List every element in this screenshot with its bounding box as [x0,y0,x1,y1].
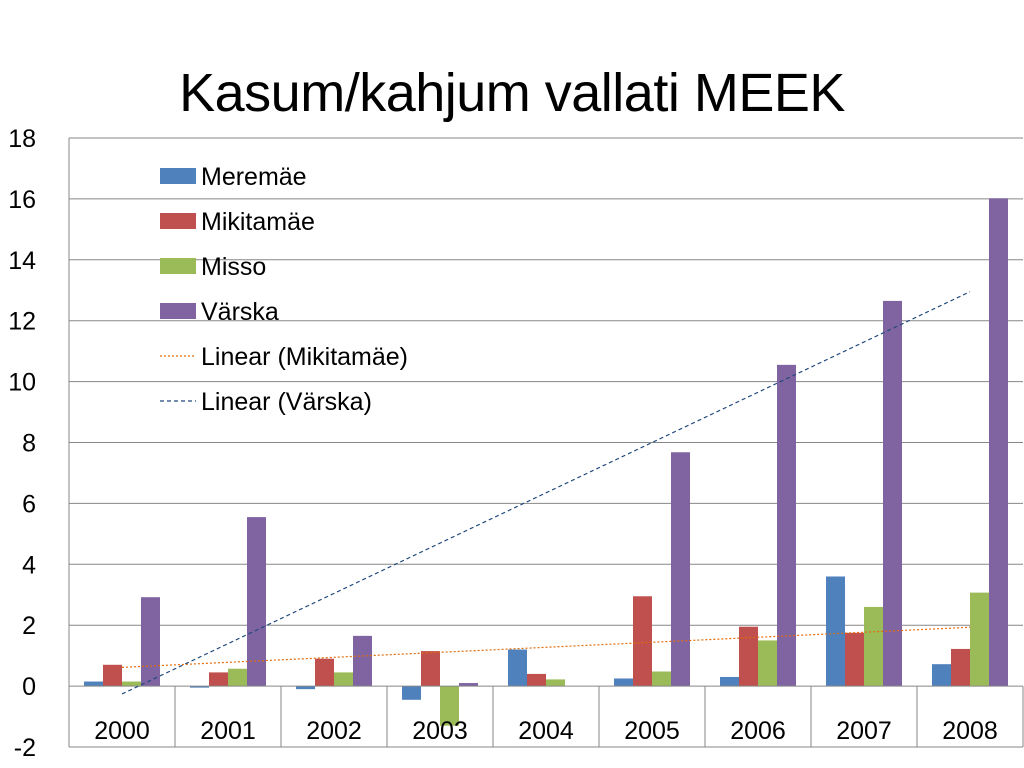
legend-swatch-mikitamäe [160,213,196,229]
bar-misso-2002 [334,672,353,687]
gridlines [69,137,1023,748]
bar-misso-2004 [546,679,565,687]
x-tick-label-2004: 2004 [518,717,574,745]
bar-misso-2003 [440,686,459,726]
legend-label-värska: Värska [201,298,279,326]
bar-mikitamäe-2003 [421,651,440,687]
bar-misso-2000 [122,681,141,687]
bar-meremäe-2008 [932,664,951,687]
y-tick-label-18: 18 [8,125,36,153]
x-tick-label-2005: 2005 [624,717,680,745]
x-tick-label-2000: 2000 [94,717,150,745]
bar-meremäe-2004 [508,649,527,687]
bar-meremäe-2002 [296,686,315,690]
bar-värska-2000 [141,597,160,687]
x-tick-label-2006: 2006 [730,717,786,745]
legend-swatch-misso [160,258,196,274]
bar-värska-2002 [353,635,372,687]
trendline-mikitamäe [121,626,971,668]
bar-meremäe-2007 [826,576,845,687]
bar-meremäe-2001 [190,686,209,688]
bar-värska-2001 [247,517,266,687]
trendline-värska [121,291,971,695]
y-tick-label-4: 4 [22,551,36,579]
legend-label-meremäe: Meremäe [201,163,307,191]
legend-swatch-värska [160,303,196,319]
bar-meremäe-2000 [84,681,103,687]
y-tick-label-12: 12 [8,308,36,336]
bar-mikitamäe-2001 [209,672,228,687]
bar-misso-2001 [228,668,247,687]
bar-mikitamäe-2005 [633,596,652,687]
bar-mikitamäe-2008 [951,648,970,687]
y-tick-label-10: 10 [8,369,36,397]
legend-label-trend-1: Linear (Värska) [201,388,372,416]
bar-mikitamäe-2007 [845,632,864,687]
bar-misso-2006 [758,640,777,687]
chart-title: Kasum/kahjum vallati MEEK [179,63,845,123]
bar-misso-2008 [970,592,989,687]
x-tick-label-2008: 2008 [942,717,998,745]
bar-värska-2005 [671,452,690,687]
x-tick-label-2007: 2007 [836,717,892,745]
bar-mikitamäe-2000 [103,664,122,687]
bar-misso-2005 [652,671,671,687]
y-tick-label-14: 14 [8,247,36,275]
bar-värska-2007 [883,300,902,687]
y-tick-label-2: 2 [22,612,36,640]
bar-meremäe-2003 [402,686,421,700]
bars [84,198,1008,726]
bar-mikitamäe-2006 [739,626,758,687]
bar-värska-2008 [989,198,1008,687]
bar-mikitamäe-2002 [315,658,334,687]
bar-värska-2006 [777,364,796,687]
axes: -2 0 2 4 6 8 10 12 14 16 18 2000 2001 2002 2003 2004 200… [8,125,1024,762]
x-tick-label-2003: 2003 [412,717,468,745]
legend: Meremäe Mikitamäe Misso Värska Linear (Mikit… [160,163,408,416]
legend-label-mikitamäe: Mikitamäe [201,208,315,236]
y-tick-label-6: 6 [22,490,36,518]
legend-label-trend-0: Linear (Mikitamäe) [201,343,408,371]
y-tick-label-0: 0 [22,673,36,701]
trendlines [121,291,971,695]
legend-swatch-meremäe [160,168,196,184]
x-tick-label-2001: 2001 [200,717,256,745]
bar-meremäe-2006 [720,676,739,687]
bar-värska-2003 [459,683,478,687]
y-tick-label-8: 8 [22,430,36,458]
y-tick-label--2: -2 [14,734,36,762]
bar-meremäe-2005 [614,678,633,687]
y-tick-label-16: 16 [8,186,36,214]
bar-misso-2007 [864,606,883,687]
bar-mikitamäe-2004 [527,673,546,687]
legend-label-misso: Misso [201,253,266,281]
x-tick-label-2002: 2002 [306,717,362,745]
